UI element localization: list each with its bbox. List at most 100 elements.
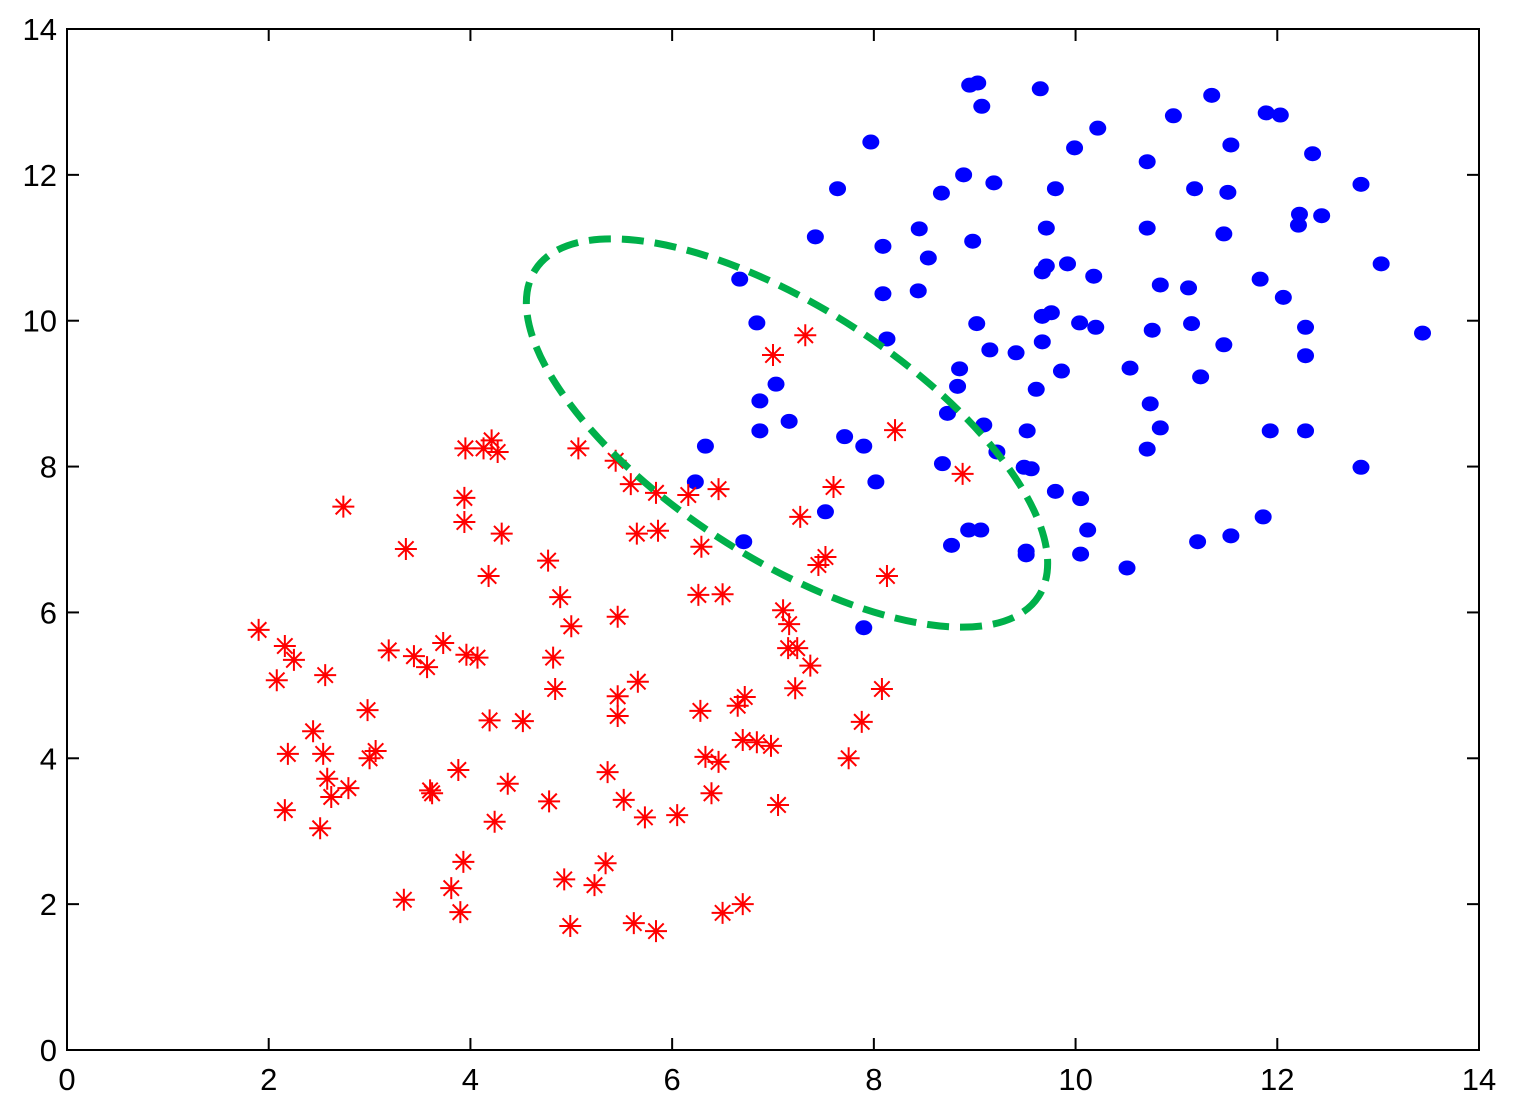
point bbox=[1072, 491, 1090, 507]
point bbox=[780, 413, 798, 429]
point bbox=[1085, 268, 1103, 284]
point bbox=[302, 720, 325, 743]
point bbox=[314, 664, 337, 687]
point bbox=[870, 678, 893, 701]
point bbox=[968, 316, 986, 332]
y-tick-label: 12 bbox=[23, 158, 57, 193]
x-tick-label: 4 bbox=[462, 1062, 479, 1097]
point bbox=[822, 475, 845, 498]
point bbox=[874, 238, 892, 254]
point bbox=[421, 782, 444, 805]
point bbox=[960, 522, 978, 538]
point bbox=[496, 772, 519, 795]
point bbox=[1189, 534, 1207, 550]
point bbox=[867, 474, 885, 490]
x-tick-label: 0 bbox=[58, 1062, 75, 1097]
x-tick-label: 6 bbox=[664, 1062, 681, 1097]
plot-frame bbox=[66, 28, 1480, 1051]
x-tick-label: 2 bbox=[260, 1062, 277, 1097]
point bbox=[453, 486, 476, 509]
point bbox=[707, 478, 730, 501]
point bbox=[273, 799, 296, 822]
point bbox=[726, 694, 749, 717]
point bbox=[567, 437, 590, 460]
point bbox=[1007, 345, 1025, 361]
y-tick-label: 10 bbox=[23, 304, 57, 339]
point bbox=[449, 901, 472, 924]
point bbox=[483, 810, 506, 833]
point bbox=[794, 324, 817, 347]
point bbox=[910, 221, 928, 237]
point bbox=[733, 686, 756, 709]
point bbox=[1192, 369, 1210, 385]
point bbox=[751, 393, 769, 409]
point bbox=[276, 742, 299, 765]
point bbox=[855, 620, 873, 636]
y-tick-label: 6 bbox=[40, 595, 57, 630]
point bbox=[981, 342, 999, 358]
point bbox=[735, 534, 753, 550]
point bbox=[416, 656, 439, 679]
point bbox=[711, 901, 734, 924]
y-tick-label: 0 bbox=[40, 1033, 57, 1068]
point bbox=[972, 522, 990, 538]
point bbox=[1274, 289, 1292, 305]
point bbox=[542, 646, 565, 669]
point bbox=[647, 519, 670, 542]
point bbox=[1033, 334, 1051, 350]
point bbox=[1118, 560, 1136, 576]
point bbox=[612, 788, 635, 811]
point bbox=[943, 537, 961, 553]
point bbox=[1071, 315, 1089, 331]
point bbox=[694, 745, 717, 768]
point bbox=[1066, 140, 1084, 156]
point bbox=[748, 315, 766, 331]
point bbox=[700, 782, 723, 805]
point bbox=[1271, 107, 1289, 123]
point bbox=[1143, 322, 1161, 338]
point bbox=[1222, 137, 1240, 153]
point bbox=[784, 677, 807, 700]
point bbox=[1251, 271, 1269, 287]
point bbox=[453, 510, 476, 533]
point bbox=[1138, 220, 1156, 236]
point bbox=[1352, 459, 1370, 475]
point bbox=[490, 522, 513, 545]
point bbox=[985, 175, 1003, 191]
point bbox=[625, 522, 648, 545]
point bbox=[862, 134, 880, 150]
x-tick-label: 12 bbox=[1260, 1062, 1294, 1097]
point bbox=[816, 504, 834, 520]
point bbox=[606, 685, 629, 708]
point bbox=[829, 181, 847, 197]
point bbox=[814, 546, 837, 569]
point bbox=[1033, 308, 1051, 324]
point bbox=[273, 634, 296, 657]
point bbox=[1033, 264, 1051, 280]
point bbox=[933, 456, 951, 472]
point bbox=[1037, 220, 1055, 236]
point bbox=[1027, 381, 1045, 397]
point bbox=[1059, 256, 1077, 272]
point bbox=[1297, 319, 1315, 335]
point bbox=[1289, 217, 1307, 233]
x-tick-label: 10 bbox=[1058, 1062, 1092, 1097]
point bbox=[687, 583, 710, 606]
point bbox=[1138, 154, 1156, 170]
point bbox=[666, 804, 689, 827]
point bbox=[677, 484, 700, 507]
point bbox=[836, 429, 854, 445]
point bbox=[759, 734, 782, 757]
point bbox=[1046, 181, 1064, 197]
point bbox=[778, 613, 801, 636]
point bbox=[1304, 146, 1322, 162]
point bbox=[731, 729, 754, 752]
point bbox=[309, 817, 332, 840]
point bbox=[247, 618, 270, 641]
point bbox=[837, 747, 860, 770]
point bbox=[604, 449, 627, 472]
point bbox=[1222, 528, 1240, 544]
point bbox=[477, 564, 500, 587]
point bbox=[799, 654, 822, 677]
